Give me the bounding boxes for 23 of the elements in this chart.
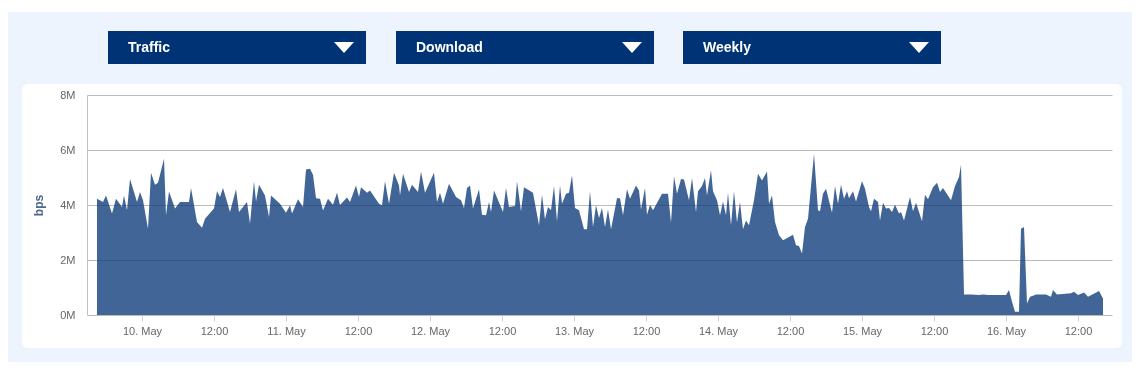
y-tick-label: 8M xyxy=(60,88,76,101)
y-tick-label: 2M xyxy=(60,253,76,266)
y-tick-label: 0M xyxy=(60,308,76,321)
y-axis-title: bps xyxy=(32,194,47,217)
x-tick-label: 13. May xyxy=(554,324,595,337)
text: Download xyxy=(396,31,654,64)
x-tick-label: 10. May xyxy=(122,324,163,337)
text: Traffic xyxy=(108,31,366,64)
x-tick-label: 12:00 xyxy=(344,324,373,337)
x-tick-label: 12:00 xyxy=(920,324,949,337)
x-tick-label: 12. May xyxy=(410,324,451,337)
x-tick-label: 14. May xyxy=(698,324,739,337)
x-tick-label: 16. May xyxy=(986,324,1027,337)
x-tick-label: 12:00 xyxy=(200,324,229,337)
x-tick-label: 12:00 xyxy=(776,324,805,337)
text: Weekly xyxy=(683,31,941,64)
x-tick-label: 12:00 xyxy=(632,324,661,337)
x-tick-label: 12:00 xyxy=(1064,324,1093,337)
x-tick-label: 11. May xyxy=(267,324,307,337)
x-tick-label: 12:00 xyxy=(488,324,517,337)
x-tick-label: 15. May xyxy=(842,324,883,337)
y-tick-label: 6M xyxy=(60,143,76,156)
y-tick-label: 4M xyxy=(60,198,76,211)
